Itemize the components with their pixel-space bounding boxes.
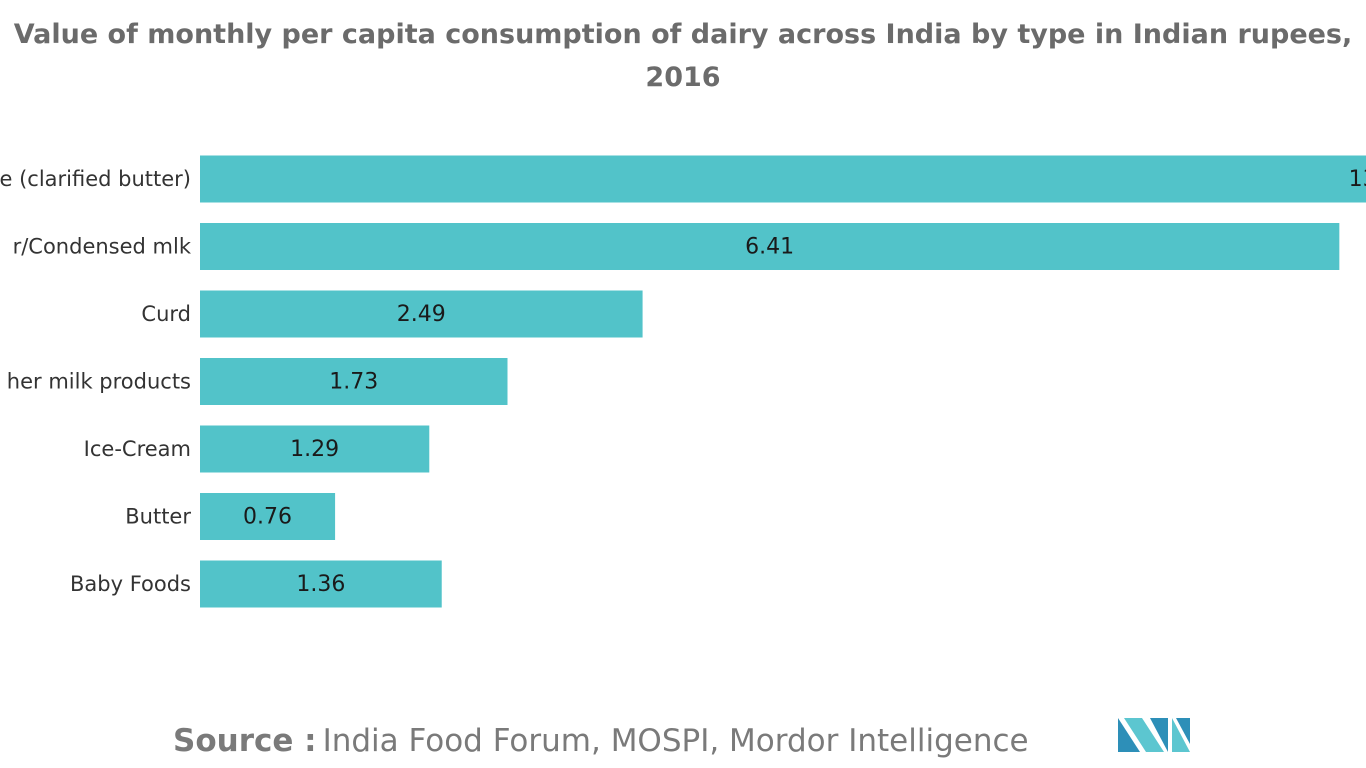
- chart-subtitle: 2016: [645, 62, 720, 93]
- value-label: 1.73: [329, 370, 378, 395]
- logo-shape: [1172, 718, 1190, 752]
- y-tick-label: e (clarified butter): [0, 167, 191, 191]
- value-label: 13.2: [1349, 167, 1366, 192]
- bar: [200, 223, 1340, 270]
- logo-shape: [1150, 718, 1168, 752]
- bar: [200, 560, 442, 608]
- source: Source : India Food Forum, MOSPI, Mordor …: [173, 723, 1029, 759]
- bar: [200, 358, 508, 405]
- bar: [200, 155, 1366, 203]
- logo-shape: [1118, 718, 1140, 752]
- logo-shape: [1176, 718, 1190, 744]
- y-tick-label: Ice-Cream: [84, 437, 191, 461]
- value-label: 1.36: [296, 572, 345, 597]
- bar: [200, 493, 336, 540]
- plot-area: 13.2 e (clarified butter) 6.41 r/Condensed …: [0, 155, 1366, 608]
- y-tick-label: Baby Foods: [70, 572, 191, 596]
- value-label: 6.41: [745, 235, 794, 260]
- value-label: 2.49: [397, 302, 446, 327]
- y-tick-label: Curd: [141, 302, 191, 326]
- bar: [200, 425, 430, 473]
- logo-shape: [1124, 718, 1164, 752]
- y-tick-label: Butter: [125, 505, 191, 529]
- source-text: India Food Forum, MOSPI, Mordor Intellig…: [323, 723, 1029, 759]
- chart-title: Value of monthly per capita consumption …: [14, 19, 1353, 50]
- logo: [1118, 718, 1190, 752]
- value-label: 0.76: [243, 505, 292, 530]
- y-tick-label: r/Condensed mlk: [13, 235, 192, 259]
- y-tick-label: her milk products: [7, 370, 191, 394]
- source-label: Source :: [173, 723, 317, 759]
- bar: [200, 290, 643, 338]
- value-label: 1.29: [290, 437, 339, 462]
